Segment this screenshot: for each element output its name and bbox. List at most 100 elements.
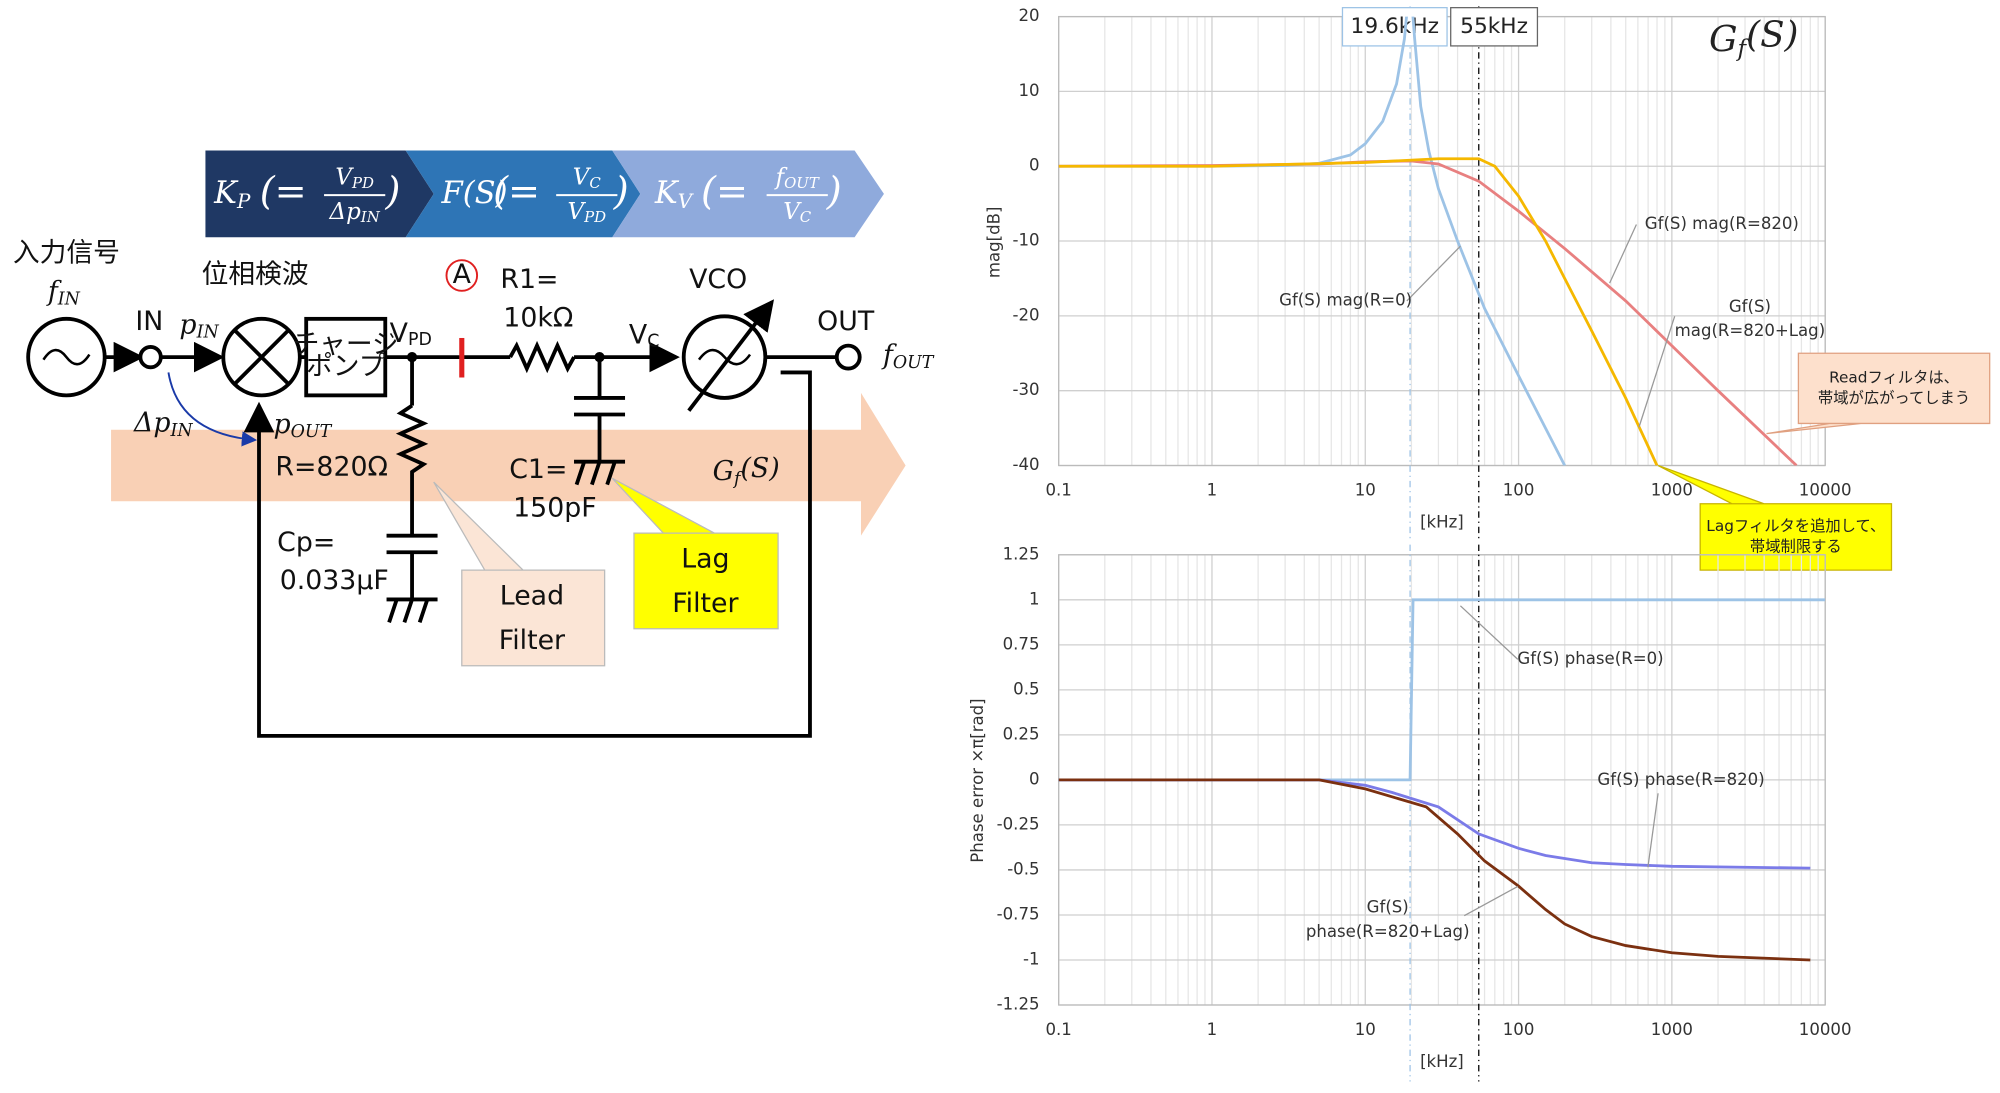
banner-eq: (= xyxy=(701,169,748,214)
x-tick-label: 100 xyxy=(1503,1020,1535,1039)
series-line xyxy=(1058,778,1811,962)
charge-pump: ポンプ xyxy=(306,351,386,382)
marker-label-box xyxy=(1341,7,1448,47)
delta-p-in-sub: IN xyxy=(170,420,194,440)
banner-fs xyxy=(405,150,641,238)
callout-box xyxy=(1657,464,1893,571)
point-a: A xyxy=(453,259,472,290)
banner-k-sub: V xyxy=(678,190,695,213)
p-in-sub: IN xyxy=(196,322,220,342)
lead-callout xyxy=(433,481,606,667)
f-in: fIN xyxy=(46,276,81,309)
v-pd-main: V xyxy=(390,318,409,349)
node-vpd xyxy=(406,352,418,363)
p-out: pOUT xyxy=(274,409,333,442)
banner-num: fOUT xyxy=(774,165,820,192)
gf-label-main: G xyxy=(713,456,734,487)
phase-detector: 位相検波 xyxy=(202,259,309,290)
chart-title-main: G xyxy=(1709,18,1738,59)
y-tick-label: 10 xyxy=(1018,81,1039,100)
series-line xyxy=(1058,157,1659,466)
x-tick-label: 0.1 xyxy=(1045,481,1071,500)
y-axis-label: Phase error ×π[rad] xyxy=(968,698,987,862)
c1: 150pF xyxy=(513,492,596,523)
banner-den-sub: PD xyxy=(583,208,606,226)
x-axis-label: [kHz] xyxy=(1420,1052,1464,1071)
callout-text: 帯域制限する xyxy=(1750,538,1842,556)
leader-line xyxy=(1647,793,1659,868)
banner-den-main: Δp xyxy=(329,199,362,225)
x-tick-label: 100 xyxy=(1503,481,1535,500)
y-tick-label: 1 xyxy=(1029,589,1040,608)
banner-k: KV xyxy=(654,176,695,212)
x-tick-label: 1 xyxy=(1207,1020,1218,1039)
circuit xyxy=(26,299,862,738)
y-tick-label: -10 xyxy=(1012,231,1039,250)
banner-den-main: V xyxy=(567,199,586,225)
annotation: Gf(S) mag(R=820) xyxy=(1645,214,1799,233)
vco: VCO xyxy=(689,264,747,295)
banner-eq: (= xyxy=(493,169,540,214)
banner-close: ) xyxy=(826,169,842,214)
node-vc xyxy=(594,352,605,363)
banner-den: VPD xyxy=(567,199,606,226)
leader-line xyxy=(1463,885,1519,917)
in-label: IN xyxy=(135,306,163,337)
annotation: Gf(S) phase(R=0) xyxy=(1517,649,1663,668)
x-axis-label: [kHz] xyxy=(1420,512,1464,531)
x-tick-label: 0.1 xyxy=(1045,1020,1071,1039)
y-tick-label: 20 xyxy=(1018,6,1039,25)
banner-num-sub: PD xyxy=(351,174,374,192)
series-line xyxy=(1058,16,1566,466)
y-axis-label: mag[dB] xyxy=(984,207,1003,279)
leader-line xyxy=(1459,605,1519,660)
marker-label-box xyxy=(1450,7,1539,47)
y-tick-label: 0.5 xyxy=(1013,679,1039,698)
callout-box xyxy=(1766,352,1991,435)
banner-den-sub: IN xyxy=(360,208,381,226)
r1: R1= xyxy=(500,264,558,295)
y-tick-label: 0 xyxy=(1029,156,1040,175)
v-c-sub: C xyxy=(647,332,659,352)
x-tick-label: 1000 xyxy=(1651,481,1693,500)
v-pd-sub: PD xyxy=(408,330,432,350)
x-tick-label: 10000 xyxy=(1799,481,1852,500)
gf-arrow xyxy=(111,392,906,536)
marker-label: 19.6kHz xyxy=(1351,14,1439,39)
y-tick-label: 0 xyxy=(1029,769,1040,788)
delta-p-in-main: Δp xyxy=(133,408,170,439)
point-a-circle xyxy=(445,259,479,292)
banner-num-sub: C xyxy=(589,174,601,192)
delta-p-in: ΔpIN xyxy=(133,408,193,441)
leader-line xyxy=(1609,224,1637,284)
lead-filter: Lead xyxy=(500,580,564,611)
banner-k-sub: P xyxy=(236,190,251,213)
chart-title-rest: (S) xyxy=(1746,14,1798,55)
out-label: OUT xyxy=(817,306,875,337)
banner-num: VPD xyxy=(335,165,374,192)
callout-text: 帯域が広がってしまう xyxy=(1818,389,1970,407)
charge-pump: チャージ xyxy=(293,329,399,360)
banner-kp xyxy=(205,150,434,238)
annotation: mag(R=820+Lag) xyxy=(1675,321,1826,340)
banner-num-main: V xyxy=(335,165,354,191)
lag-filter: Filter xyxy=(672,588,738,619)
callout-text: Lagフィルタを追加して、 xyxy=(1706,517,1885,535)
gf-label-rest: (S) xyxy=(740,453,779,484)
y-tick-label: -40 xyxy=(1012,455,1039,474)
banner-close: ) xyxy=(613,169,629,214)
delta-arc xyxy=(167,372,258,447)
annotation: Gf(S) phase(R=820) xyxy=(1597,770,1764,789)
annotation: phase(R=820+Lag) xyxy=(1306,922,1470,941)
y-tick-label: 0.25 xyxy=(1003,724,1040,743)
annotation: Gf(S) xyxy=(1729,297,1771,316)
banner-den: ΔpIN xyxy=(329,199,381,226)
y-tick-label: -0.25 xyxy=(997,814,1040,833)
banner-num-sub: OUT xyxy=(784,174,820,192)
x-tick-label: 10 xyxy=(1355,1020,1376,1039)
r1: 10kΩ xyxy=(503,302,573,333)
annotation: Gf(S) xyxy=(1367,898,1409,917)
